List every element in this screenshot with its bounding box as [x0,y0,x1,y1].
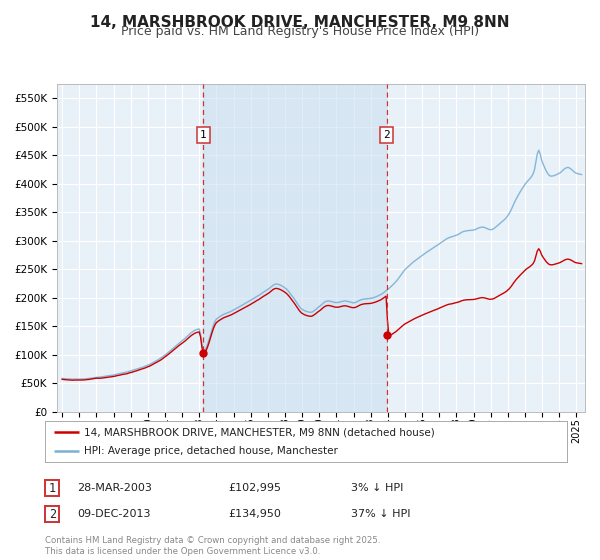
Text: Contains HM Land Registry data © Crown copyright and database right 2025.
This d: Contains HM Land Registry data © Crown c… [45,536,380,556]
Text: 14, MARSHBROOK DRIVE, MANCHESTER, M9 8NN (detached house): 14, MARSHBROOK DRIVE, MANCHESTER, M9 8NN… [84,427,435,437]
Text: 1: 1 [200,130,207,140]
Text: 14, MARSHBROOK DRIVE, MANCHESTER, M9 8NN: 14, MARSHBROOK DRIVE, MANCHESTER, M9 8NN [90,15,510,30]
Text: 2: 2 [383,130,390,140]
Text: Price paid vs. HM Land Registry's House Price Index (HPI): Price paid vs. HM Land Registry's House … [121,25,479,38]
Text: 37% ↓ HPI: 37% ↓ HPI [351,509,410,519]
Text: 2: 2 [49,507,56,521]
Text: 3% ↓ HPI: 3% ↓ HPI [351,483,403,493]
Text: 28-MAR-2003: 28-MAR-2003 [77,483,152,493]
Text: 09-DEC-2013: 09-DEC-2013 [77,509,151,519]
Text: £102,995: £102,995 [228,483,281,493]
Bar [203,84,386,412]
Text: HPI: Average price, detached house, Manchester: HPI: Average price, detached house, Manc… [84,446,338,456]
Text: 1: 1 [49,482,56,495]
Text: £134,950: £134,950 [228,509,281,519]
